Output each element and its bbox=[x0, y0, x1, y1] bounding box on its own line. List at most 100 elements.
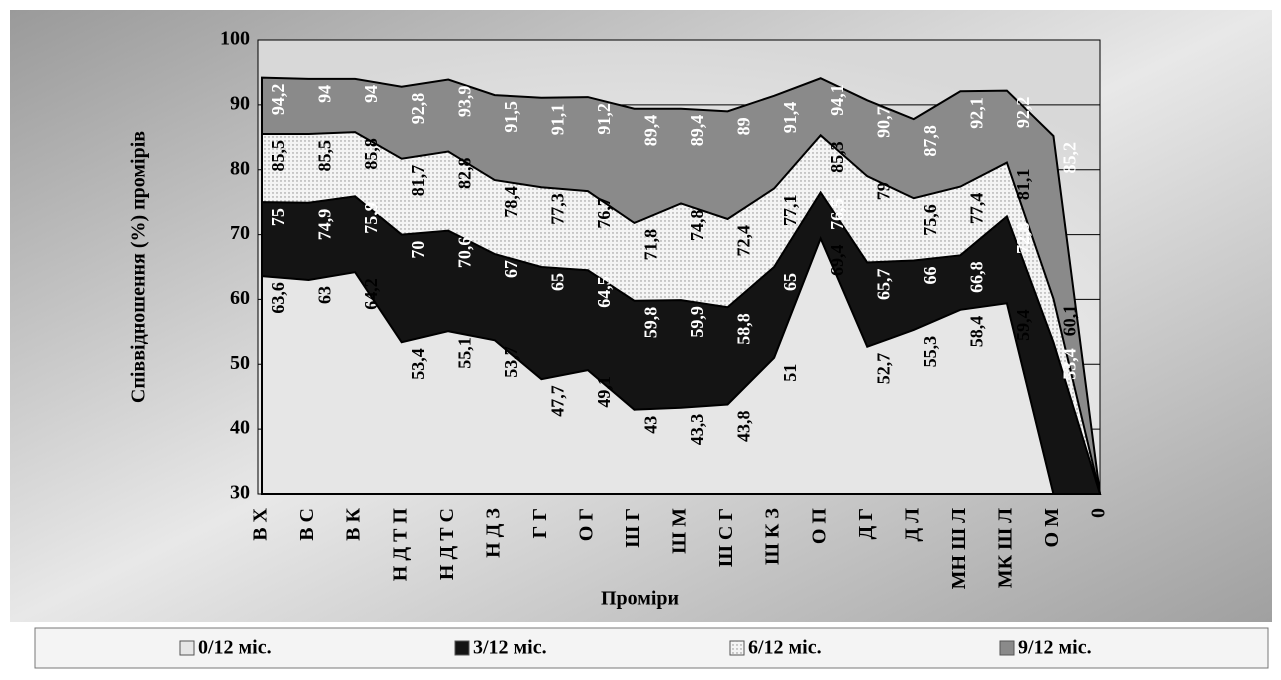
data-label: 82,8 bbox=[454, 158, 474, 190]
data-label: 64,5 bbox=[594, 276, 614, 308]
data-label: 53,4 bbox=[1060, 348, 1080, 380]
data-label: 74,9 bbox=[315, 209, 335, 241]
data-label: 91,1 bbox=[547, 104, 567, 136]
data-label: 85,5 bbox=[315, 140, 335, 172]
data-label: 91,5 bbox=[501, 101, 521, 133]
legend-swatch bbox=[999, 640, 1015, 656]
data-label: 67 bbox=[501, 260, 521, 278]
x-tick-label: Г Г bbox=[529, 508, 551, 538]
y-axis-title: Співвідношення (%) промірів bbox=[128, 131, 150, 403]
data-label: 47,7 bbox=[547, 385, 567, 417]
data-label: 66 bbox=[920, 267, 940, 285]
data-label: 72,8 bbox=[1013, 222, 1033, 254]
x-tick-label: Н Д Т С bbox=[436, 508, 458, 580]
x-tick-label: О М bbox=[1041, 508, 1063, 548]
data-label: 85,8 bbox=[361, 138, 381, 170]
data-label: 74,8 bbox=[687, 209, 707, 241]
data-label: 58,4 bbox=[966, 316, 986, 348]
legend bbox=[34, 627, 1269, 669]
data-label: 91,2 bbox=[594, 103, 614, 134]
data-label: 89,4 bbox=[687, 115, 707, 146]
data-label: 58,8 bbox=[734, 313, 754, 345]
data-label: 51 bbox=[780, 364, 800, 382]
legend-label: 3/12 міс. bbox=[473, 637, 547, 659]
data-label: 75,6 bbox=[920, 204, 940, 236]
y-tick-label: 50 bbox=[230, 352, 250, 374]
x-tick-label: Ш Г bbox=[622, 508, 644, 548]
x-tick-label: Д Г bbox=[855, 508, 877, 539]
data-label: 71,8 bbox=[641, 229, 661, 261]
x-tick-label: О П bbox=[808, 508, 830, 545]
data-label: 77,3 bbox=[547, 193, 567, 225]
data-label: 55,3 bbox=[920, 336, 940, 368]
data-label: 94,2 bbox=[268, 84, 288, 116]
data-label: 65 bbox=[547, 273, 567, 291]
legend-label: 6/12 міс. bbox=[748, 637, 822, 659]
data-label: 55,1 bbox=[454, 337, 474, 369]
y-tick-label: 30 bbox=[230, 482, 250, 504]
data-label: 92,2 bbox=[1013, 97, 1033, 128]
x-tick-label: 0 bbox=[1088, 508, 1110, 518]
y-tick-label: 90 bbox=[230, 92, 250, 114]
data-label: 43,3 bbox=[687, 414, 707, 446]
data-label: 66,8 bbox=[966, 261, 986, 293]
y-tick-label: 40 bbox=[230, 417, 250, 439]
data-label: 77,4 bbox=[966, 193, 986, 225]
data-label: 94 bbox=[361, 85, 381, 103]
data-label: 59,9 bbox=[687, 306, 707, 338]
data-label: 79 bbox=[873, 182, 893, 200]
x-tick-label: Ш К З bbox=[762, 508, 784, 565]
data-label: 75 bbox=[268, 208, 288, 226]
x-tick-label: Н Д Т П bbox=[389, 508, 411, 582]
area-series bbox=[261, 235, 1055, 495]
data-label: 94,1 bbox=[827, 84, 847, 116]
data-label: 78,4 bbox=[501, 186, 521, 218]
x-tick-label: МК Ш Л bbox=[994, 508, 1016, 588]
data-label: 59,8 bbox=[641, 307, 661, 339]
data-label: 53,4 bbox=[408, 348, 428, 380]
data-label: 69,4 bbox=[827, 244, 847, 276]
x-tick-label: В Х bbox=[250, 507, 272, 540]
data-label: 77,1 bbox=[780, 195, 800, 227]
data-label: 59,4 bbox=[1013, 309, 1033, 341]
x-tick-label: В С bbox=[296, 508, 318, 541]
data-label: 65 bbox=[780, 273, 800, 291]
data-label: 81,1 bbox=[1013, 169, 1033, 201]
data-label: 63,6 bbox=[268, 282, 288, 314]
y-tick-label: 100 bbox=[220, 28, 250, 50]
data-label: 49,1 bbox=[594, 376, 614, 408]
data-label: 43 bbox=[641, 416, 661, 434]
data-label: 76,5 bbox=[827, 198, 847, 230]
data-label: 94 bbox=[315, 85, 335, 103]
legend-swatch bbox=[179, 640, 195, 656]
data-label: 87,8 bbox=[920, 125, 940, 157]
x-tick-label: О Г bbox=[575, 508, 597, 541]
data-label: 63 bbox=[315, 286, 335, 304]
data-label: 89 bbox=[734, 117, 754, 135]
data-label: 60,1 bbox=[1060, 305, 1080, 337]
data-label: 89,4 bbox=[641, 115, 661, 146]
data-label: 43,8 bbox=[734, 410, 754, 442]
data-label: 91,4 bbox=[780, 102, 800, 134]
y-tick-label: 60 bbox=[230, 287, 250, 309]
x-tick-label: Ш С Г bbox=[715, 508, 737, 567]
x-tick-label: Н Д З bbox=[482, 508, 504, 558]
data-label: 70 bbox=[408, 241, 428, 259]
data-label: 92,8 bbox=[408, 93, 428, 125]
data-label: 75,9 bbox=[361, 202, 381, 234]
data-label: 65,7 bbox=[873, 268, 893, 300]
data-label: 90,7 bbox=[873, 106, 893, 137]
x-axis-title: Проміри bbox=[601, 588, 679, 610]
y-tick-label: 70 bbox=[230, 222, 250, 244]
data-label: 93,9 bbox=[454, 86, 474, 118]
legend-swatch bbox=[729, 640, 745, 656]
data-label: 64,2 bbox=[361, 278, 381, 310]
data-label: 52,7 bbox=[873, 353, 893, 385]
data-label: 70,6 bbox=[454, 237, 474, 269]
x-tick-label: Ш М bbox=[669, 508, 691, 554]
data-label: 85,5 bbox=[268, 140, 288, 172]
data-label: 85,2 bbox=[1060, 142, 1080, 174]
data-label: 76,7 bbox=[594, 197, 614, 229]
